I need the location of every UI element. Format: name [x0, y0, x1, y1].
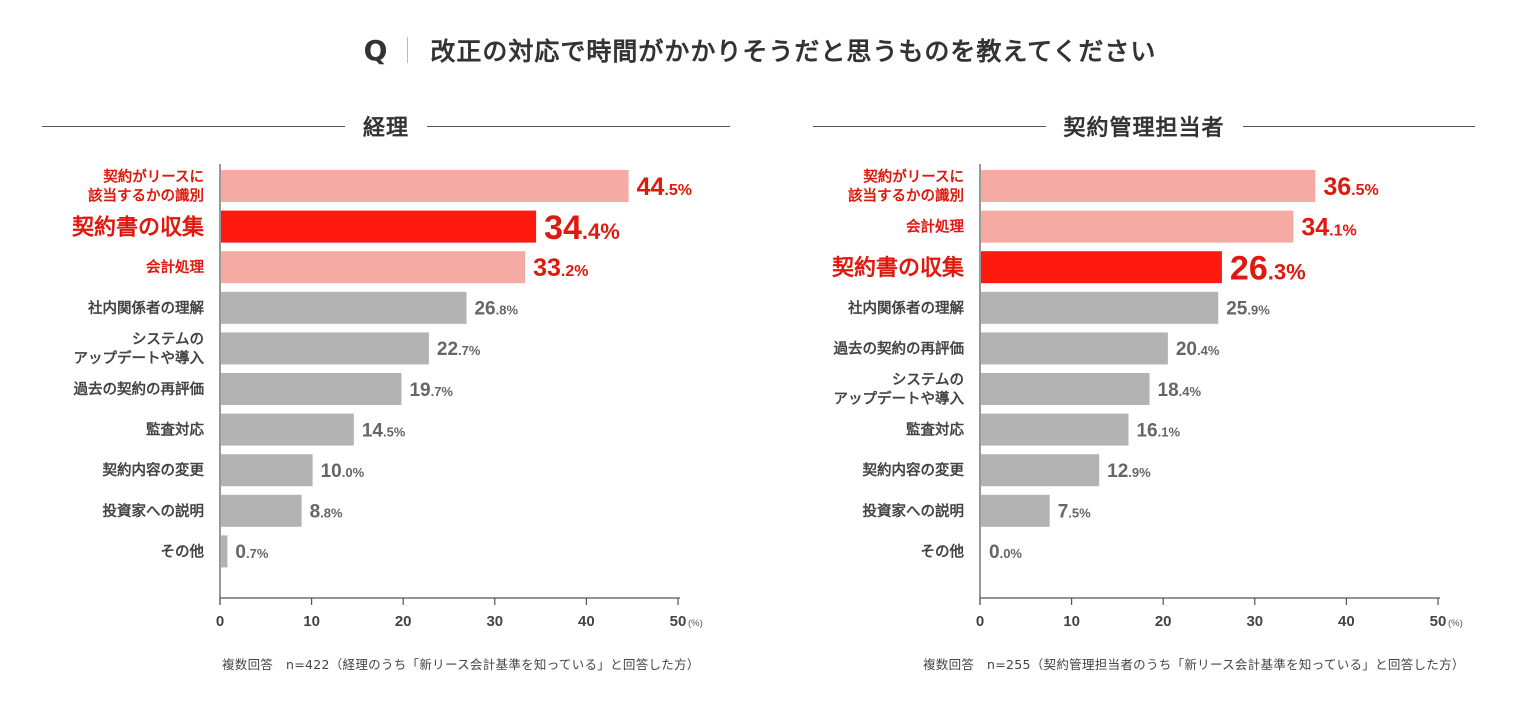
chart-title-accounting: 経理 [42, 110, 731, 142]
value-label: 26.8% [474, 299, 518, 320]
category-label: 契約内容の変更 [862, 461, 965, 479]
category-label: 投資家への説明 [863, 502, 965, 520]
question-mark: Q [363, 33, 388, 67]
value-label: 16.1% [1136, 420, 1180, 441]
x-tick-label: 0 [976, 613, 984, 630]
bar [981, 494, 1050, 527]
chart-note-accounting: 複数回答 n=422（経理のうち「新リース会計基準を知っている」と回答した方） [222, 657, 700, 672]
value-label: 22.7% [437, 339, 481, 360]
value-label: 34.1% [1301, 214, 1356, 242]
value-label: 25.9% [1226, 299, 1270, 320]
title-rule-right [1242, 125, 1476, 127]
value-label: 12.9% [1107, 461, 1151, 482]
bar [221, 251, 526, 284]
category-label: 契約内容の変更 [102, 461, 205, 479]
category-label: 投資家への説明 [103, 502, 205, 520]
x-tick-label: 10 [303, 613, 320, 630]
chart-title-text: 経理 [363, 116, 410, 141]
category-label: システムのアップデートや導入 [74, 332, 205, 367]
category-label: 監査対応 [146, 421, 204, 439]
category-label: 会計処理 [146, 258, 204, 276]
value-label: 7.5% [1058, 502, 1091, 523]
value-label: 0.0% [989, 542, 1022, 563]
category-label: 過去の契約の再評価 [833, 339, 965, 357]
bar-chart-contract-mgmt: 契約がリースに該当するかの識別 36.5% 会計処理 34.1% 契約書の収集 26.3%… [831, 164, 1463, 630]
x-tick-label: 20 [1155, 613, 1172, 630]
value-label: 34.4% [544, 209, 620, 247]
value-label: 36.5% [1323, 173, 1378, 201]
value-label: 14.5% [362, 420, 406, 441]
bar [981, 373, 1150, 405]
bar [981, 332, 1168, 365]
bar [981, 291, 1219, 324]
bar [221, 535, 228, 568]
bar [221, 494, 302, 527]
bar [221, 210, 537, 243]
question-text: 改正の対応で時間がかかりそうだと思うものを教えてください [430, 37, 1157, 66]
title-rule-left [42, 125, 345, 127]
category-label: 会計処理 [906, 218, 964, 236]
value-label: 20.4% [1176, 339, 1220, 360]
chart-title-contract-mgmt: 契約管理担当者 [813, 110, 1476, 142]
bar [221, 454, 313, 487]
bar [981, 210, 1294, 243]
value-label: 0.7% [235, 542, 268, 563]
value-label: 10.0% [321, 461, 365, 482]
title-rule-left [813, 125, 1046, 127]
bar [221, 291, 467, 324]
x-tick-label: 20 [395, 613, 412, 630]
bar [221, 373, 402, 405]
bar [221, 413, 354, 446]
x-tick-label: 0 [216, 613, 224, 630]
x-unit-label: (%) [1448, 618, 1463, 629]
category-label: 契約がリースに該当するかの識別 [88, 168, 204, 205]
question-separator [407, 37, 409, 63]
category-label: 契約がリースに該当するかの識別 [848, 168, 964, 205]
bar [981, 454, 1100, 487]
value-label: 18.4% [1158, 380, 1202, 401]
category-label: 監査対応 [906, 421, 964, 439]
bar [981, 251, 1222, 284]
x-tick-label: 10 [1063, 613, 1080, 630]
category-label: 社内関係者の理解 [847, 299, 964, 317]
category-label: 契約書の収集 [71, 215, 205, 241]
x-tick-label: 40 [578, 613, 595, 630]
value-label: 44.5% [637, 173, 692, 201]
bar [981, 170, 1316, 202]
value-label: 8.8% [310, 502, 343, 523]
category-label: システムのアップデートや導入 [834, 373, 965, 408]
x-tick-label: 50 [1430, 613, 1447, 630]
x-tick-label: 30 [486, 613, 503, 630]
bar [221, 170, 629, 202]
value-label: 19.7% [409, 380, 453, 401]
category-label: 過去の契約の再評価 [73, 380, 205, 398]
x-tick-label: 50 [670, 613, 687, 630]
x-unit-label: (%) [688, 618, 703, 629]
x-tick-label: 30 [1246, 613, 1263, 630]
x-tick-label: 40 [1338, 613, 1355, 630]
chart-title-text: 契約管理担当者 [1063, 116, 1225, 141]
category-label: 契約書の収集 [831, 255, 965, 281]
chart-note-contract-mgmt: 複数回答 n=255（契約管理担当者のうち「新リース会計基準を知っている」と回答… [923, 657, 1465, 672]
category-label: その他 [921, 542, 965, 560]
bar-chart-accounting: 契約がリースに該当するかの識別 44.5% 契約書の収集 34.4% 会計処理 33.2%… [71, 164, 703, 630]
title-rule-right [427, 125, 731, 127]
value-label: 26.3% [1230, 249, 1306, 287]
category-label: その他 [161, 542, 205, 560]
bar [221, 332, 429, 365]
question-header: Q 改正の対応で時間がかかりそうだと思うものを教えてください [0, 28, 1520, 72]
value-label: 33.2% [533, 254, 588, 282]
bar [981, 413, 1129, 446]
category-label: 社内関係者の理解 [87, 299, 204, 317]
